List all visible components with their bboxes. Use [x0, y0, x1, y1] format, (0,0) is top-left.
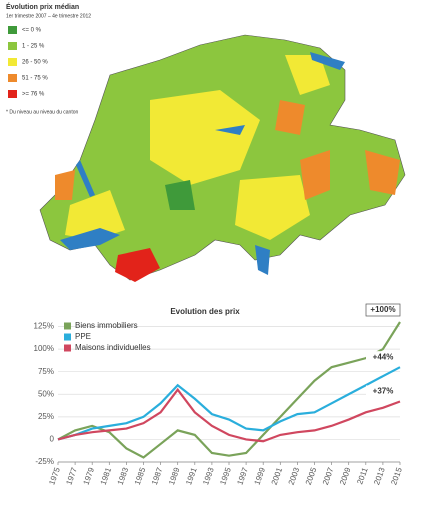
annotation-box	[366, 351, 400, 364]
x-tick-label: 1985	[133, 466, 148, 486]
region-orange	[365, 150, 400, 195]
legend-swatch	[8, 74, 17, 82]
region-green	[165, 180, 195, 210]
x-tick-label: 2009	[338, 466, 353, 486]
legend-swatch	[64, 344, 71, 352]
y-tick-label: 100%	[34, 344, 54, 353]
x-tick-label: 2013	[372, 466, 387, 486]
legend-swatch	[64, 322, 71, 330]
legend-swatch	[8, 26, 17, 34]
legend-label: >= 76 %	[22, 92, 45, 98]
series-line	[57, 387, 401, 443]
x-tick-label: 2001	[270, 466, 285, 486]
legend-label: 1 - 25 %	[22, 44, 45, 50]
annotation: +37%	[373, 387, 394, 396]
x-tick-label: 1995	[218, 466, 233, 486]
region-yellow	[285, 55, 330, 95]
lake	[255, 245, 270, 275]
region-orange	[300, 150, 330, 200]
x-tick-label: 1999	[253, 466, 268, 486]
legend-swatch	[8, 90, 17, 98]
x-tick-label: 2005	[304, 466, 319, 486]
legend-swatch	[64, 333, 71, 341]
annotation: +100%	[370, 305, 395, 314]
region-orange	[55, 170, 75, 200]
map-legend: <= 0 % 1 - 25 % 26 - 50 % 51 - 75 % >= 76 %	[8, 26, 48, 98]
lake	[215, 125, 245, 135]
x-tick-label: 2011	[355, 466, 370, 486]
region-yellow	[150, 90, 260, 185]
x-tick-label: 1991	[184, 466, 199, 486]
legend-label: 26 - 50 %	[22, 60, 48, 66]
y-tick-label: 0	[50, 435, 55, 444]
map-note: * Du niveau au niveau du canton	[6, 109, 78, 115]
map-subtitle: 1er trimestre 2007 – 4e trimestre 2012	[6, 13, 91, 19]
legend-swatch	[8, 58, 17, 66]
region-yellow	[65, 190, 125, 240]
legend-label: Biens immobiliers	[75, 321, 138, 330]
x-tick-label: 2007	[321, 466, 336, 486]
x-tick-label: 1981	[99, 466, 114, 486]
x-tick-label: 2003	[287, 466, 302, 486]
map-title: Évolution prix médian	[6, 2, 79, 11]
legend-label: 51 - 75 %	[22, 76, 48, 82]
annotation-box	[365, 303, 401, 317]
annotation: +44%	[373, 352, 394, 361]
region-orange	[275, 100, 305, 135]
y-tick-label: 75%	[38, 367, 54, 376]
series-line	[57, 366, 401, 441]
annotation-box	[366, 385, 400, 398]
x-tick-label: 1997	[235, 466, 250, 486]
lake	[60, 228, 120, 250]
chart-title: Evolution des prix	[170, 307, 240, 316]
x-tick-label: 1989	[167, 466, 182, 486]
lake	[310, 52, 345, 70]
lake	[76, 160, 95, 197]
series-line	[57, 321, 401, 459]
x-tick-label: 1987	[150, 466, 165, 486]
region-red	[115, 248, 160, 282]
map: Évolution prix médian 1er trimestre 2007…	[6, 2, 406, 282]
legend-label: Maisons individuelles	[75, 343, 151, 352]
y-tick-label: 125%	[34, 322, 54, 331]
y-tick-label: 50%	[38, 389, 54, 398]
y-tick-label: -25%	[35, 457, 54, 466]
legend-swatch	[8, 42, 17, 50]
legend-label: PPE	[75, 332, 91, 341]
x-tick-label: 1979	[82, 466, 97, 486]
x-tick-label: 2015	[389, 466, 404, 486]
region-yellow	[235, 175, 310, 240]
x-tick-label: 1993	[201, 466, 216, 486]
x-tick-label: 1975	[47, 466, 62, 486]
legend-label: <= 0 %	[22, 28, 42, 34]
y-tick-label: 25%	[38, 412, 54, 421]
x-tick-label: 1983	[116, 466, 131, 486]
x-tick-label: 1977	[64, 466, 79, 486]
